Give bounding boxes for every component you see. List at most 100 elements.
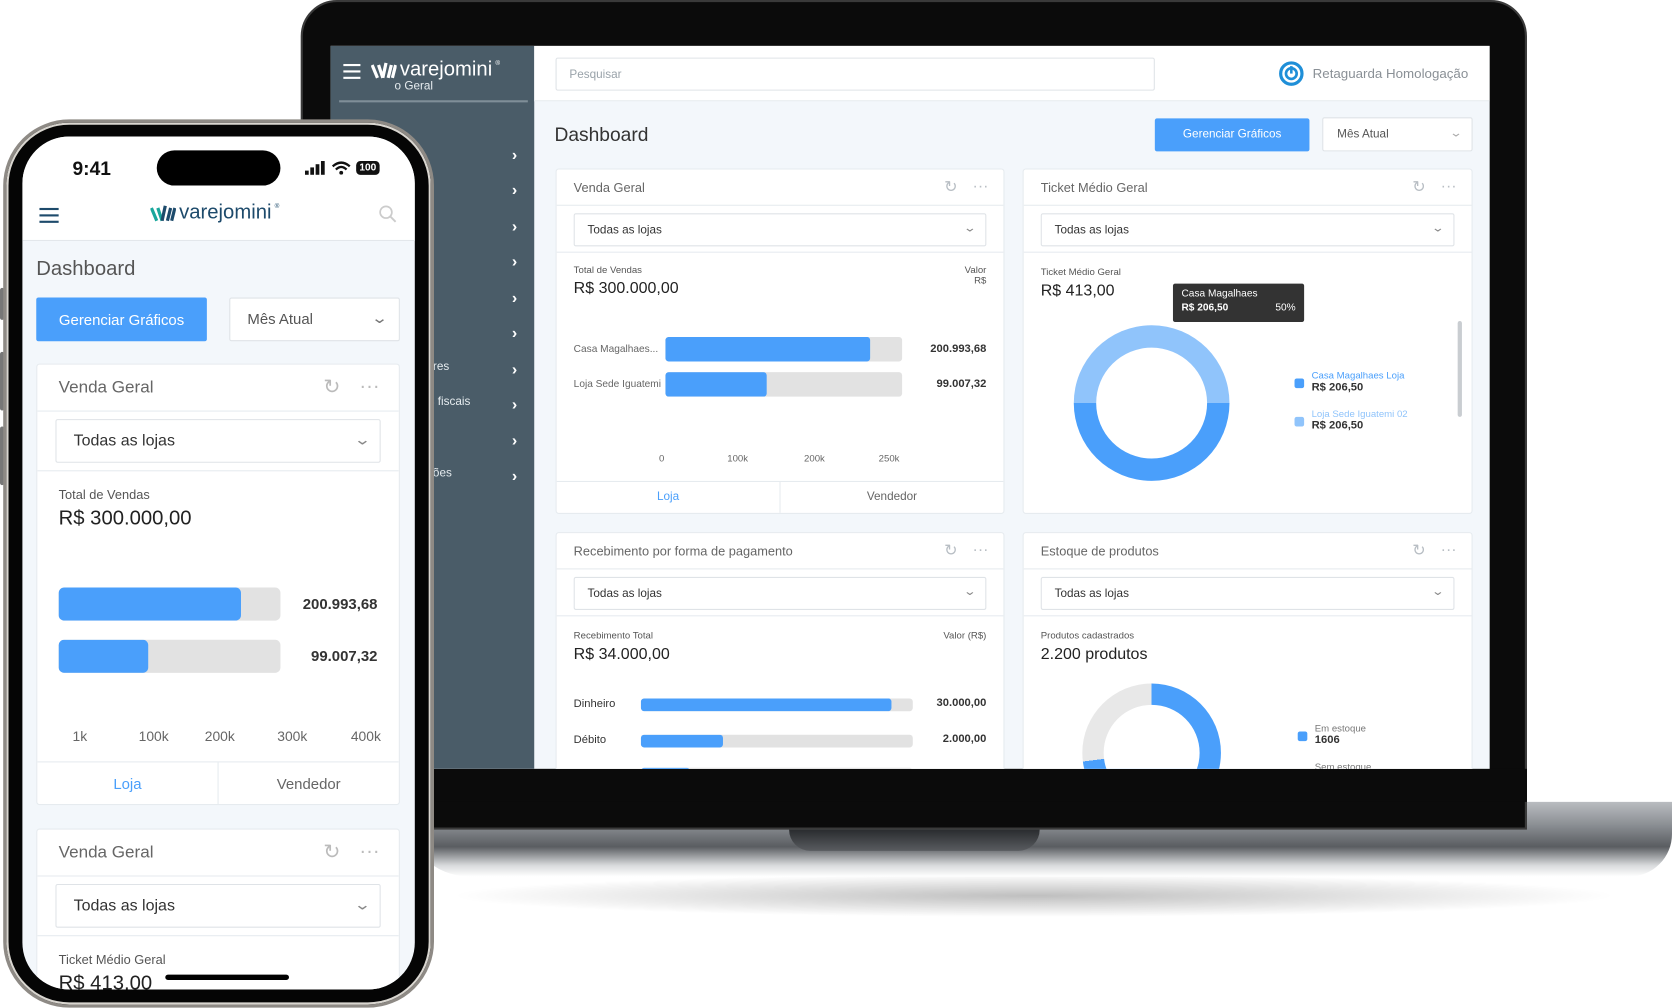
axis-tick-label: 100k [727,453,749,464]
dynamic-island [156,150,281,186]
bar-value: 99.007,32 [311,647,378,665]
refresh-icon[interactable]: ↻ [323,376,341,399]
store-select[interactable]: Todas as lojas ⌄ [1040,213,1455,247]
laptop-shadow [447,874,1621,918]
bar-fill [665,372,767,397]
axis-tick-label: 300k [277,728,308,745]
bar-label: Dinheiro [573,697,616,711]
more-options-icon[interactable]: ··· [1440,540,1457,559]
tab-loja[interactable]: Loja [37,762,219,805]
card-recebimento: Recebimento por forma de pagamento ↻ ··· … [555,532,1005,769]
bar-track[interactable] [665,336,903,362]
bar-track[interactable] [640,698,913,712]
donut-chart[interactable] [1073,325,1230,481]
phone-card-venda-geral: Venda Geral ↻ ··· Todas as lojas ⌄ Total d… [36,363,400,806]
bar-label: Débito [573,733,607,747]
store-select[interactable]: Todas as lojas ⌄ [1040,576,1455,610]
metric-label: Total de Vendas [573,264,642,276]
search-icon[interactable] [379,205,398,224]
bar-track[interactable] [58,639,281,673]
refresh-icon[interactable]: ↻ [944,541,958,560]
top-bar: Pesquisar Retaguarda Homologação [534,45,1490,102]
bar-label: Casa Magalhaes... [573,343,659,356]
metric-value: R$ 413,00 [58,972,153,990]
card-ticket-medio: Ticket Médio Geral ↻ ··· Todas as lojas ⌄ … [1022,168,1473,514]
page-title: Dashboard [554,123,649,146]
card-title: Venda Geral [573,180,645,196]
more-options-icon[interactable]: ··· [1440,177,1457,196]
bar-fill [640,698,892,712]
chevron-down-icon: ⌄ [1449,126,1463,140]
hamburger-menu-icon[interactable] [39,207,59,223]
value-header: Valor R$ [964,264,987,286]
wifi-icon [331,161,351,175]
card-title: Ticket Médio Geral [1040,180,1148,196]
bar-value: 30.000,00 [936,696,987,710]
period-select[interactable]: Mês Atual ⌄ [1322,117,1473,152]
refresh-icon[interactable]: ↻ [323,841,341,864]
axis-tick-label: 250k [878,453,900,464]
chevron-down-icon: ⌄ [1430,585,1445,599]
card-title: Venda Geral [58,378,154,397]
manage-charts-button[interactable]: Gerenciar Gráficos [1154,118,1310,152]
bar-track[interactable] [665,372,903,397]
more-options-icon[interactable]: ··· [359,375,380,398]
chevron-right-icon: › [511,145,518,164]
bar-value: 200.993,68 [302,595,378,613]
phone-side-button [0,287,5,320]
tab-loja[interactable]: Loja [557,481,781,513]
signal-icon [304,161,325,175]
brand-logo: varejomini ® [150,202,279,225]
card-title: Recebimento por forma de pagamento [573,543,793,559]
legend-swatch [1294,416,1305,427]
bar-fill [665,336,871,362]
sidebar-item-label: res [432,359,450,373]
phone-side-button [0,351,5,411]
manage-charts-button[interactable]: Gerenciar Gráficos [36,297,207,342]
sidebar-item-label: s fiscais [428,395,471,409]
scrollbar[interactable] [1457,320,1462,417]
user-menu[interactable]: Retaguarda Homologação [1279,61,1468,87]
card-tabs: Loja Vendedor [37,761,399,805]
bar-track[interactable] [58,587,281,621]
power-icon [1279,61,1304,86]
search-input[interactable]: Pesquisar [555,57,1155,91]
phone-side-button [0,426,5,486]
store-select[interactable]: Todas as lojas ⌄ [573,576,987,610]
bar-track[interactable] [640,734,913,748]
brand-name: varejomini [179,201,272,224]
donut-chart[interactable] [1082,683,1221,769]
store-select[interactable]: Todas as lojas ⌄ [55,419,381,463]
bar-label: Loja Sede Iguatemi [573,378,661,391]
period-select[interactable]: Mês Atual ⌄ [229,297,400,342]
logo-mark-icon [150,205,176,222]
more-options-icon[interactable]: ··· [359,840,380,863]
tab-vendedor[interactable]: Vendedor [276,775,341,793]
store-select[interactable]: Todas as lojas ⌄ [55,883,381,928]
page-title: Dashboard [36,258,136,281]
store-select[interactable]: Todas as lojas ⌄ [573,213,987,247]
legend-item[interactable]: Em estoque 1606 [1297,723,1366,746]
bar-value: 200.993,68 [930,342,987,356]
sidebar-divider [339,100,528,103]
chevron-right-icon: › [511,359,518,379]
refresh-icon[interactable]: ↻ [944,178,958,197]
legend-item[interactable]: Sem estoque [1314,761,1372,769]
chart-tooltip: Casa Magalhaes R$ 206,50 50% [1172,283,1305,323]
chevron-right-icon: › [511,431,518,450]
legend-item[interactable]: Casa Magalhaes Loja R$ 206,50 [1294,370,1404,393]
refresh-icon[interactable]: ↻ [1412,178,1426,197]
store-select-value: Todas as lojas [1054,223,1129,237]
more-options-icon[interactable]: ··· [972,540,989,559]
search-placeholder: Pesquisar [569,68,622,82]
metric-value: R$ 300.000,00 [58,507,192,530]
tab-vendedor[interactable]: Vendedor [866,490,918,504]
store-select-value: Todas as lojas [587,223,662,237]
axis-tick-label: 400k [350,728,381,745]
refresh-icon[interactable]: ↻ [1412,541,1426,560]
legend-item[interactable]: Loja Sede Iguatemi 02 R$ 206,50 [1294,408,1408,432]
bar-track [640,767,913,769]
hamburger-menu-icon[interactable] [343,63,361,79]
more-options-icon[interactable]: ··· [972,177,989,196]
chevron-down-icon: ⌄ [370,309,389,327]
